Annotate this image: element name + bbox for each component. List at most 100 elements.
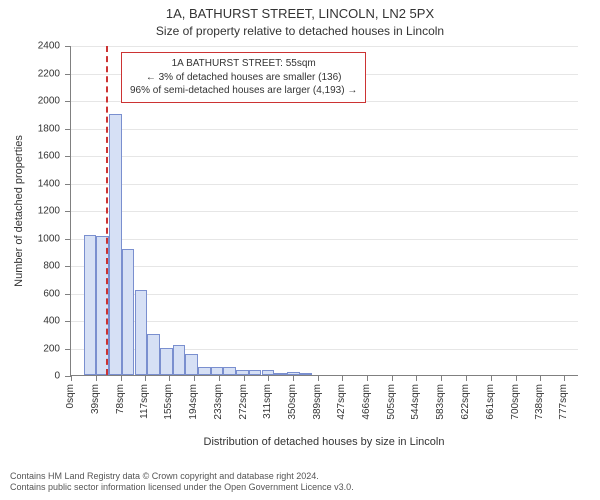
x-tick	[194, 375, 195, 381]
chart-title: 1A, BATHURST STREET, LINCOLN, LN2 5PX	[0, 6, 600, 21]
attribution-line-1: Contains HM Land Registry data © Crown c…	[10, 471, 590, 483]
x-tick	[96, 375, 97, 381]
histogram-bar	[147, 334, 160, 375]
histogram-bar	[109, 114, 122, 375]
histogram-bar	[249, 370, 262, 376]
x-tick	[318, 375, 319, 381]
x-tick-label: 389sqm	[312, 384, 323, 444]
y-tick-label: 200	[0, 343, 60, 354]
x-tick	[268, 375, 269, 381]
y-tick	[65, 211, 71, 212]
histogram-bar	[223, 367, 236, 375]
y-tick-label: 2200	[0, 68, 60, 79]
chart-subtitle: Size of property relative to detached ho…	[0, 24, 600, 38]
histogram-bar	[173, 345, 186, 375]
x-tick-label: 622sqm	[460, 384, 471, 444]
gridline	[71, 239, 578, 240]
x-tick-label: 544sqm	[410, 384, 421, 444]
x-tick	[516, 375, 517, 381]
x-tick	[540, 375, 541, 381]
x-tick	[491, 375, 492, 381]
y-tick-label: 0	[0, 371, 60, 382]
histogram-bar	[198, 367, 211, 375]
x-tick	[392, 375, 393, 381]
x-tick-label: 117sqm	[139, 384, 150, 444]
x-tick	[145, 375, 146, 381]
y-tick	[65, 46, 71, 47]
x-tick	[71, 375, 72, 381]
histogram-bar	[84, 235, 97, 375]
y-tick	[65, 101, 71, 102]
y-tick-label: 2000	[0, 96, 60, 107]
histogram-bar	[211, 367, 224, 375]
x-axis-title: Distribution of detached houses by size …	[70, 436, 578, 448]
y-tick	[65, 294, 71, 295]
x-tick-label: 738sqm	[534, 384, 545, 444]
x-tick-label: 272sqm	[238, 384, 249, 444]
x-tick-label: 700sqm	[510, 384, 521, 444]
x-tick-label: 78sqm	[115, 384, 126, 444]
x-tick	[293, 375, 294, 381]
x-tick	[219, 375, 220, 381]
x-tick-label: 39sqm	[90, 384, 101, 444]
x-tick	[169, 375, 170, 381]
chart-container: 1A, BATHURST STREET, LINCOLN, LN2 5PX Si…	[0, 0, 600, 500]
y-tick	[65, 266, 71, 267]
y-tick	[65, 349, 71, 350]
info-line-2: ← 3% of detached houses are smaller (136…	[130, 71, 357, 85]
y-tick-label: 1800	[0, 123, 60, 134]
y-tick-label: 1000	[0, 233, 60, 244]
x-tick	[367, 375, 368, 381]
histogram-bar	[160, 348, 173, 376]
x-tick	[244, 375, 245, 381]
y-tick-label: 1200	[0, 206, 60, 217]
attribution: Contains HM Land Registry data © Crown c…	[10, 471, 590, 494]
x-tick-label: 350sqm	[287, 384, 298, 444]
histogram-bar	[185, 354, 198, 375]
x-tick	[342, 375, 343, 381]
x-tick	[564, 375, 565, 381]
y-tick-label: 800	[0, 261, 60, 272]
x-tick-label: 427sqm	[336, 384, 347, 444]
y-tick	[65, 321, 71, 322]
x-tick-label: 583sqm	[435, 384, 446, 444]
reference-line	[106, 46, 108, 375]
x-tick-label: 661sqm	[485, 384, 496, 444]
y-tick	[65, 156, 71, 157]
x-tick-label: 0sqm	[65, 384, 76, 444]
gridline	[71, 156, 578, 157]
x-tick	[416, 375, 417, 381]
gridline	[71, 46, 578, 47]
x-tick-label: 505sqm	[386, 384, 397, 444]
plot-area: 1A BATHURST STREET: 55sqm ← 3% of detach…	[70, 46, 578, 376]
gridline	[71, 211, 578, 212]
y-tick-label: 600	[0, 288, 60, 299]
gridline	[71, 266, 578, 267]
x-tick-label: 311sqm	[262, 384, 273, 444]
histogram-bar	[122, 249, 135, 376]
y-tick	[65, 129, 71, 130]
x-tick-label: 777sqm	[558, 384, 569, 444]
x-tick-label: 466sqm	[361, 384, 372, 444]
y-tick-label: 2400	[0, 41, 60, 52]
histogram-bar	[236, 370, 249, 376]
info-line-1: 1A BATHURST STREET: 55sqm	[130, 57, 357, 71]
y-tick	[65, 74, 71, 75]
histogram-bar	[300, 373, 313, 375]
y-tick-label: 1600	[0, 151, 60, 162]
y-tick-label: 400	[0, 316, 60, 327]
y-tick	[65, 239, 71, 240]
info-line-3: 96% of semi-detached houses are larger (…	[130, 84, 357, 98]
gridline	[71, 184, 578, 185]
x-tick	[121, 375, 122, 381]
histogram-bar	[274, 373, 287, 375]
gridline	[71, 129, 578, 130]
x-tick-label: 194sqm	[188, 384, 199, 444]
y-tick	[65, 184, 71, 185]
y-tick-label: 1400	[0, 178, 60, 189]
x-tick-label: 233sqm	[213, 384, 224, 444]
x-tick	[466, 375, 467, 381]
attribution-line-2: Contains public sector information licen…	[10, 482, 590, 494]
x-tick	[441, 375, 442, 381]
info-box: 1A BATHURST STREET: 55sqm ← 3% of detach…	[121, 52, 366, 103]
